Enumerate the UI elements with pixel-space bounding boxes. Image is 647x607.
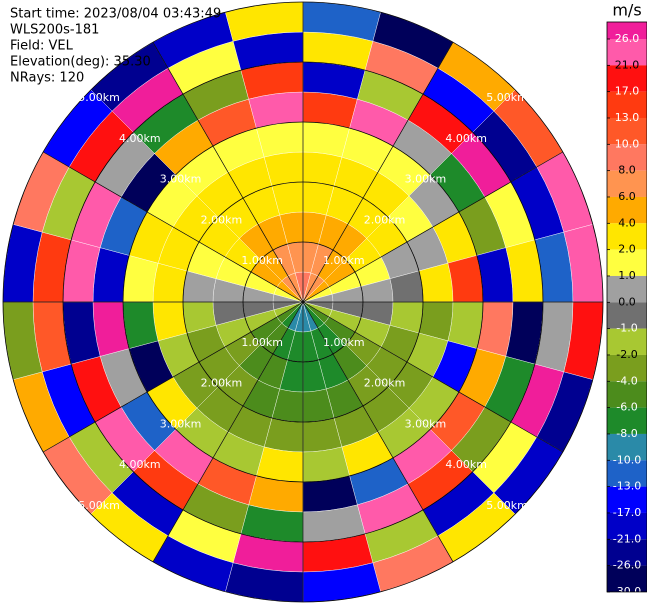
- range-gate: [122, 255, 159, 303]
- colorbar-segment: [607, 117, 647, 145]
- colorbar-label: 26.0: [615, 32, 640, 45]
- spoke: [43, 151, 304, 303]
- colorbar-label: 2.0: [618, 243, 636, 256]
- range-ring-label: 5.00km: [486, 91, 528, 104]
- colorbar-segment: [607, 65, 647, 92]
- range-ring: [242, 241, 364, 363]
- range-ring-label: 4.00km: [119, 132, 161, 145]
- colorbar-segment: [607, 170, 647, 197]
- range-gate: [302, 446, 350, 483]
- colorbar-segment: [607, 275, 647, 303]
- spoke: [302, 301, 454, 562]
- info-line: WLS200s-181: [10, 23, 99, 38]
- colorbar-segment: [607, 39, 647, 66]
- colorbar-segment: [607, 328, 647, 355]
- range-ring-label: 1.00km: [241, 336, 283, 349]
- range-ring-label: 4.00km: [119, 458, 161, 471]
- colorbar-label: 8.0: [618, 164, 636, 177]
- colorbar-segment: [607, 565, 647, 592]
- labels: 1.00km 1.00km 1.00km 1.00km 2.00km 2.00km 2.00…: [10, 7, 528, 513]
- colorbar-label: -30.0: [613, 585, 641, 598]
- info-line: Field: VEL: [10, 39, 74, 54]
- spoke: [302, 151, 563, 303]
- spoke: [302, 42, 454, 303]
- range-ring-label: 5.00km: [78, 499, 120, 512]
- range-gate: [122, 301, 159, 349]
- colorbar-frame: [606, 21, 647, 593]
- colorbar-segment: [607, 302, 647, 329]
- range-ring-label: 2.00km: [201, 377, 243, 390]
- colorbar-segment: [607, 354, 647, 382]
- range-ring-label: 4.00km: [445, 132, 487, 145]
- info-line: Start time: 2023/08/04 03:43:49: [10, 7, 221, 22]
- colorbar-label: 6.0: [618, 190, 636, 203]
- colorbar-segment: [607, 460, 647, 487]
- colorbar-label: -26.0: [613, 559, 641, 572]
- range-ring-label: 2.00km: [364, 377, 406, 390]
- colorbar-segment: [607, 144, 647, 171]
- colorbar-label: -8.0: [616, 427, 637, 440]
- spoke: [152, 42, 304, 303]
- info-line: Elevation(deg): 35.30: [10, 55, 151, 70]
- colorbar-segment: [607, 512, 647, 540]
- range-ring-label: 5.00km: [486, 499, 528, 512]
- spoke: [152, 301, 304, 562]
- range-ring-label: 2.00km: [364, 213, 406, 226]
- colorbar-unit: m/s: [612, 1, 641, 20]
- ppi-field: [2, 1, 604, 603]
- colorbar-label: 17.0: [615, 85, 640, 98]
- range-ring-label: 1.00km: [241, 254, 283, 267]
- colorbar-segment: [607, 22, 647, 39]
- colorbar-label: 10.0: [615, 137, 640, 150]
- range-gate: [302, 121, 350, 158]
- range-gate: [447, 301, 484, 349]
- colorbar-label: 0.0: [618, 295, 636, 308]
- colorbar-label: -17.0: [613, 506, 641, 519]
- range-ring-label: 3.00km: [405, 417, 447, 430]
- colorbar-label: 1.0: [618, 269, 636, 282]
- colorbar-segment: [607, 223, 647, 250]
- polar-grid: [2, 1, 604, 603]
- colorbar-label: -21.0: [613, 532, 641, 545]
- range-ring-label: 1.00km: [323, 254, 365, 267]
- range-ring-label: 5.00km: [78, 91, 120, 104]
- range-ring: [122, 121, 484, 483]
- colorbar-label: -4.0: [616, 374, 637, 387]
- range-gate: [256, 121, 304, 158]
- colorbar-label: 13.0: [615, 111, 640, 124]
- colorbar-label: -2.0: [616, 348, 637, 361]
- colorbar-label: -10.0: [613, 453, 641, 466]
- range-ring: [182, 181, 424, 423]
- range-ring-label: 3.00km: [160, 417, 202, 430]
- range-gate: [256, 446, 304, 483]
- range-ring-label: 1.00km: [323, 336, 365, 349]
- colorbar-segment: [607, 433, 647, 461]
- range-ring: [62, 61, 544, 543]
- colorbar-segment: [607, 91, 647, 118]
- spoke: [43, 301, 304, 453]
- colorbar: m/s 26.0 21.0 17.0 13.0 10.0 8.0 6.0 4.0 2.0 1.0 0…: [606, 1, 647, 598]
- info-line: NRays: 120: [10, 71, 84, 86]
- colorbar-segment: [607, 539, 647, 566]
- range-ring-label: 2.00km: [201, 213, 243, 226]
- colorbar-label: -1.0: [616, 322, 637, 335]
- colorbar-segment: [607, 249, 647, 276]
- range-gate: [447, 255, 484, 303]
- range-ring-label: 3.00km: [160, 173, 202, 186]
- colorbar-label: -6.0: [616, 401, 637, 414]
- colorbar-label: 4.0: [618, 216, 636, 229]
- range-ring: [2, 1, 604, 603]
- colorbar-segment: [607, 486, 647, 513]
- colorbar-label: -13.0: [613, 480, 641, 493]
- colorbar-label: 21.0: [615, 58, 640, 71]
- colorbar-segment: [607, 196, 647, 224]
- colorbar-segment: [607, 381, 647, 408]
- range-ring-label: 4.00km: [445, 458, 487, 471]
- colorbar-segment: [607, 407, 647, 434]
- range-ring-label: 3.00km: [405, 173, 447, 186]
- spoke: [302, 301, 563, 453]
